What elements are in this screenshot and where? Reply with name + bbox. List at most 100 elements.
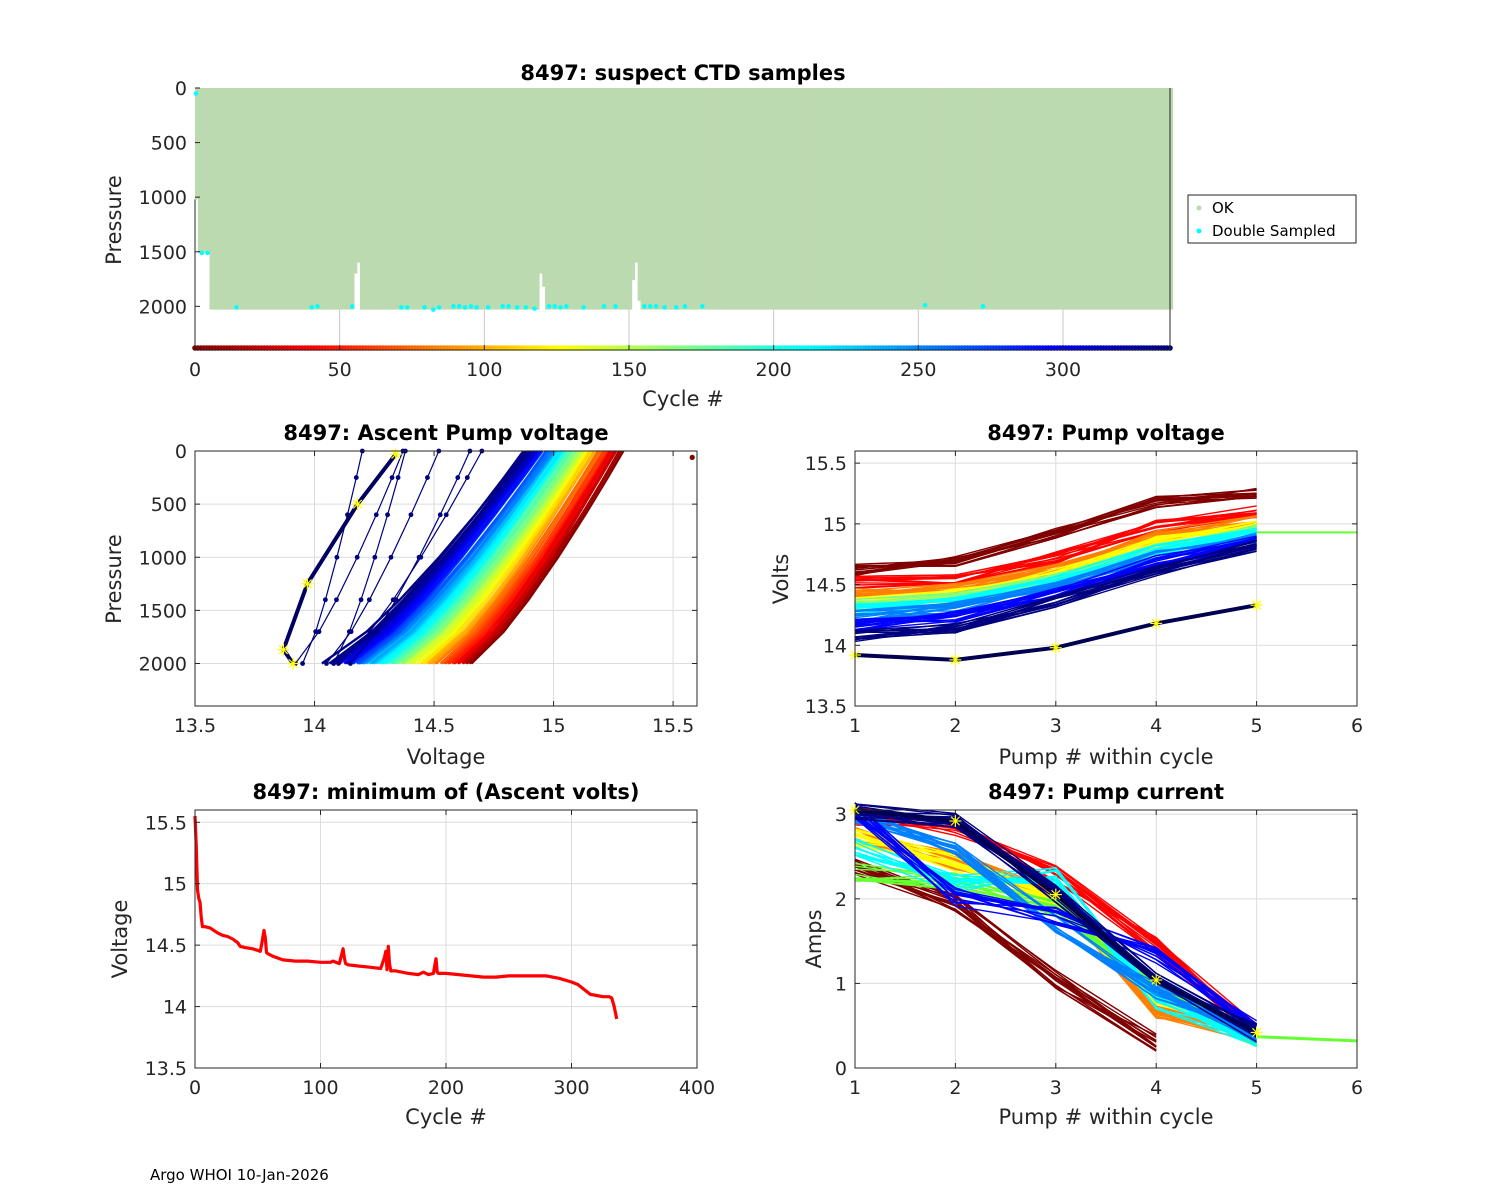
ok-profile [600, 88, 604, 310]
ok-profile [247, 88, 251, 310]
ok-profile [229, 88, 233, 310]
ok-profile [1068, 88, 1072, 310]
ok-profile [626, 88, 630, 310]
ok-profile [328, 88, 332, 310]
ok-profile [290, 88, 294, 310]
axes-box [854, 809, 1358, 1069]
ok-profile [244, 88, 248, 310]
ok-profile [701, 88, 705, 310]
ok-profile [333, 88, 338, 310]
double-sampled-point [205, 250, 210, 256]
ok-profile [513, 88, 517, 310]
double-sampled-point [682, 304, 688, 309]
ok-profile [727, 88, 731, 310]
ok-profile [863, 88, 867, 310]
y-tick-label: 2 [835, 889, 847, 911]
sample-point [374, 629, 379, 635]
ok-profile [206, 88, 210, 253]
ok-profile [1065, 88, 1070, 310]
ok-profile [1025, 88, 1029, 310]
ok-profile [828, 88, 832, 310]
ok-profile [1083, 88, 1087, 310]
ok-profile [663, 88, 667, 310]
star-stroke [1051, 643, 1061, 653]
latest-cycle-star [287, 657, 300, 670]
ok-profile [715, 88, 719, 310]
cycle-line [854, 814, 1257, 1022]
double-sampled-point [523, 305, 529, 310]
cycle-line [854, 813, 1257, 1031]
ok-profile [249, 88, 254, 310]
ok-profile [796, 88, 800, 310]
x-tick-label: 2 [949, 1077, 961, 1099]
ok-profile [973, 88, 977, 310]
ok-profile [1100, 88, 1104, 310]
ok-profile [571, 88, 575, 310]
y-tick-label: 1 [835, 973, 847, 995]
ok-profile [195, 88, 199, 200]
ok-profile [950, 88, 954, 310]
double-sampled-point [673, 305, 679, 310]
ok-profile [559, 88, 563, 310]
ok-profile [854, 88, 858, 310]
ok-profile [1123, 88, 1127, 310]
sample-point [425, 475, 430, 480]
x-axis-label: Pump # within cycle [999, 745, 1214, 769]
ok-profile [472, 88, 476, 310]
ok-profile [435, 88, 439, 310]
ok-profile [825, 88, 829, 310]
ok-profile [762, 88, 766, 310]
cycle-line [349, 450, 542, 665]
ok-profile [776, 88, 780, 310]
x-tick-label: 4 [1150, 715, 1162, 737]
cycle-line [854, 547, 1257, 640]
star-stroke [278, 645, 289, 655]
ok-profile [440, 88, 445, 310]
ok-profile [299, 88, 303, 310]
ok-profile [527, 88, 531, 310]
ok-profile [1161, 88, 1165, 310]
ok-profile [753, 88, 757, 310]
ok-profile [403, 88, 407, 310]
double-sampled-point [430, 307, 436, 312]
ok-profile [689, 88, 693, 310]
ok-profile [449, 88, 453, 310]
latest-cycle-star [351, 498, 364, 511]
ok-profile [869, 88, 873, 310]
cycle-line [411, 450, 585, 665]
cycle-line [426, 450, 595, 665]
ok-profile [438, 88, 442, 310]
ok-profile [692, 88, 696, 310]
ok-profile [507, 88, 511, 310]
double-sampled-point [532, 306, 537, 311]
ok-profile [394, 88, 398, 310]
ok-profile [617, 88, 621, 310]
ok-profile [741, 88, 746, 310]
ok-profile [1117, 88, 1122, 310]
ok-profile [637, 88, 641, 301]
latest-cycle-star [949, 814, 962, 827]
ok-profile [1088, 88, 1093, 310]
y-tick-label: 2000 [139, 654, 187, 676]
ok-profile [218, 88, 222, 310]
ok-profile [420, 88, 424, 310]
y-tick-label: 14.5 [805, 575, 847, 597]
y-tick-label: 15.5 [805, 453, 847, 475]
ok-profile [1010, 88, 1015, 310]
ok-profile [993, 88, 997, 310]
ok-profile [660, 88, 664, 310]
x-axis-label: Cycle # [405, 1105, 487, 1129]
ok-profile [197, 88, 202, 253]
ok-profile [516, 88, 520, 310]
ok-profile [432, 88, 436, 310]
cycle-line [854, 868, 1157, 1042]
ok-profile [1143, 88, 1148, 310]
ok-profile [536, 88, 540, 310]
ok-profile [845, 88, 850, 310]
ok-profile [200, 88, 204, 253]
legend: OK Double Sampled [1187, 194, 1357, 244]
x-tick-label: 2 [949, 715, 961, 737]
double-sampled-point [500, 304, 505, 309]
ok-profile [724, 88, 728, 310]
ok-profile [539, 88, 543, 274]
